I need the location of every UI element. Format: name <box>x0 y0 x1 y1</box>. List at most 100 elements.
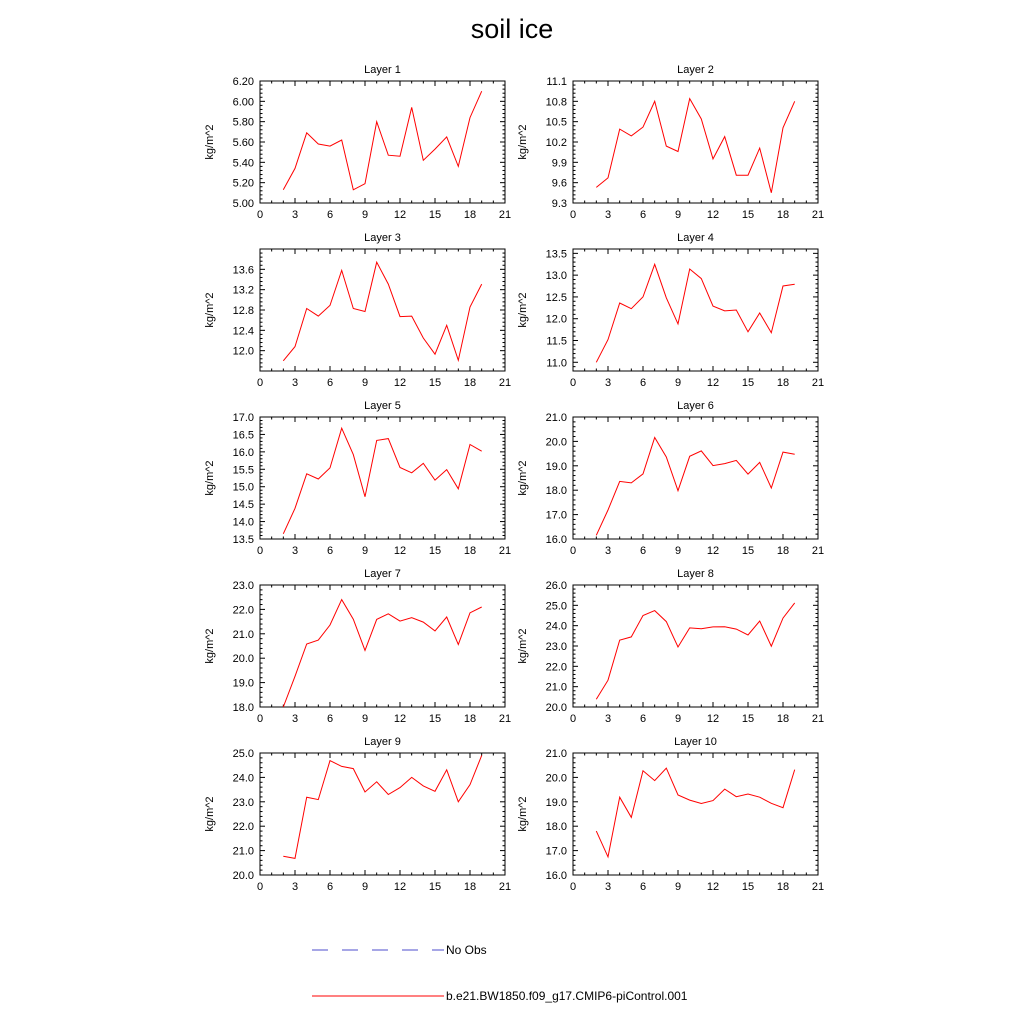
x-tick-label: 9 <box>362 377 368 389</box>
x-tick-label: 12 <box>707 881 719 893</box>
x-tick-label: 9 <box>362 881 368 893</box>
x-tick-label: 0 <box>570 377 576 389</box>
y-tick-label: 21.0 <box>233 846 254 858</box>
panels-group: Layer 1 kg/m^2 0 3 6 9 12 15 18 21 5.00 5.20 5.40 5.6… <box>204 64 824 893</box>
x-tick-label: 18 <box>777 881 789 893</box>
y-tick-label: 13.6 <box>233 264 254 276</box>
y-axis-label: kg/m^2 <box>517 628 529 663</box>
panel-layer-7: Layer 7 kg/m^2 0 3 6 9 12 15 18 21 18.0 19.0 20.0 21.… <box>204 568 511 725</box>
y-tick-label: 20.0 <box>546 702 567 714</box>
x-tick-label: 15 <box>742 881 754 893</box>
x-tick-label: 6 <box>640 209 646 221</box>
panel-title: Layer 3 <box>364 232 401 244</box>
x-tick-label: 6 <box>327 713 333 725</box>
x-tick-label: 18 <box>464 881 476 893</box>
x-tick-label: 0 <box>570 545 576 557</box>
y-tick-label: 16.5 <box>233 429 254 441</box>
series-line-model <box>283 755 483 859</box>
x-tick-label: 3 <box>605 881 611 893</box>
y-tick-label: 17.0 <box>546 510 567 522</box>
panel-title: Layer 1 <box>364 64 401 76</box>
x-tick-label: 9 <box>675 545 681 557</box>
plot-frame <box>259 80 506 204</box>
x-tick-label: 3 <box>292 713 298 725</box>
y-axis-label: kg/m^2 <box>204 628 216 663</box>
y-tick-label: 14.0 <box>233 517 254 529</box>
y-tick-label: 18.0 <box>546 485 567 497</box>
x-tick-label: 21 <box>499 713 511 725</box>
x-tick-label: 3 <box>605 209 611 221</box>
chart-title: soil ice <box>470 14 554 44</box>
panel-layer-6: Layer 6 kg/m^2 0 3 6 9 12 15 18 21 16.0 17.0 18.0 19.… <box>517 400 824 557</box>
panel-layer-4: Layer 4 kg/m^2 0 3 6 9 12 15 18 21 11.0 11.5 12.0 12.… <box>517 232 824 389</box>
x-tick-label: 18 <box>464 377 476 389</box>
y-tick-label: 5.00 <box>233 198 254 210</box>
x-tick-label: 9 <box>675 713 681 725</box>
panel-title: Layer 5 <box>364 400 401 412</box>
panel-title: Layer 2 <box>677 64 714 76</box>
y-tick-label: 5.40 <box>233 157 254 169</box>
x-tick-label: 3 <box>292 209 298 221</box>
x-tick-label: 15 <box>429 209 441 221</box>
y-tick-label: 21.0 <box>233 629 254 641</box>
x-tick-label: 21 <box>499 545 511 557</box>
x-tick-label: 0 <box>257 713 263 725</box>
panel-layer-5: Layer 5 kg/m^2 0 3 6 9 12 15 18 21 13.5 14.0 14.5 15.… <box>204 400 511 557</box>
y-tick-label: 10.2 <box>546 137 567 149</box>
x-tick-label: 15 <box>429 881 441 893</box>
y-tick-label: 13.5 <box>233 534 254 546</box>
x-tick-label: 21 <box>812 713 824 725</box>
y-tick-label: 26.0 <box>546 580 567 592</box>
y-tick-label: 17.0 <box>546 846 567 858</box>
legend-model-label: b.e21.BW1850.f09_g17.CMIP6-piControl.001 <box>446 989 688 1003</box>
y-axis-label: kg/m^2 <box>517 796 529 831</box>
panel-layer-3: Layer 3 kg/m^2 0 3 6 9 12 15 18 21 12.0 12.4 12.8 13.… <box>204 232 511 389</box>
x-tick-label: 18 <box>464 545 476 557</box>
y-tick-label: 6.20 <box>233 76 254 88</box>
x-tick-label: 0 <box>257 881 263 893</box>
x-tick-label: 18 <box>464 713 476 725</box>
y-tick-label: 9.9 <box>552 157 567 169</box>
x-tick-label: 21 <box>812 209 824 221</box>
y-axis-label: kg/m^2 <box>204 796 216 831</box>
series-line-model <box>595 767 796 859</box>
x-tick-label: 12 <box>707 209 719 221</box>
y-tick-label: 20.0 <box>233 653 254 665</box>
panel-title: Layer 4 <box>677 232 714 244</box>
y-tick-label: 11.0 <box>546 357 567 369</box>
y-tick-label: 24.0 <box>546 621 567 633</box>
x-tick-label: 21 <box>499 881 511 893</box>
x-tick-label: 12 <box>394 209 406 221</box>
y-tick-label: 21.0 <box>546 412 567 424</box>
x-tick-label: 6 <box>640 545 646 557</box>
panel-layer-8: Layer 8 kg/m^2 0 3 6 9 12 15 18 21 20.0 21.0 22.0 23.… <box>517 568 824 725</box>
x-tick-label: 3 <box>292 881 298 893</box>
y-tick-label: 10.8 <box>546 96 567 108</box>
x-tick-label: 3 <box>292 377 298 389</box>
y-tick-label: 16.0 <box>546 534 567 546</box>
x-tick-label: 12 <box>707 713 719 725</box>
legend: No Obs b.e21.BW1850.f09_g17.CMIP6-piCont… <box>312 943 688 1003</box>
y-tick-label: 15.5 <box>233 464 254 476</box>
y-tick-label: 9.6 <box>552 178 567 190</box>
x-tick-label: 21 <box>499 209 511 221</box>
x-tick-label: 9 <box>675 881 681 893</box>
x-tick-label: 6 <box>327 209 333 221</box>
y-tick-label: 13.5 <box>546 248 567 260</box>
y-axis-label: kg/m^2 <box>517 124 529 159</box>
y-tick-label: 22.0 <box>546 661 567 673</box>
x-tick-label: 15 <box>742 209 754 221</box>
x-tick-label: 6 <box>640 881 646 893</box>
x-tick-label: 12 <box>707 545 719 557</box>
x-tick-label: 12 <box>394 545 406 557</box>
x-tick-label: 9 <box>362 713 368 725</box>
series-line-model <box>595 602 796 700</box>
y-tick-label: 13.2 <box>233 285 254 297</box>
y-axis-label: kg/m^2 <box>517 460 529 495</box>
x-tick-label: 3 <box>605 713 611 725</box>
y-tick-label: 20.0 <box>233 870 254 882</box>
y-tick-label: 23.0 <box>546 641 567 653</box>
y-tick-label: 19.0 <box>233 678 254 690</box>
x-tick-label: 0 <box>257 377 263 389</box>
